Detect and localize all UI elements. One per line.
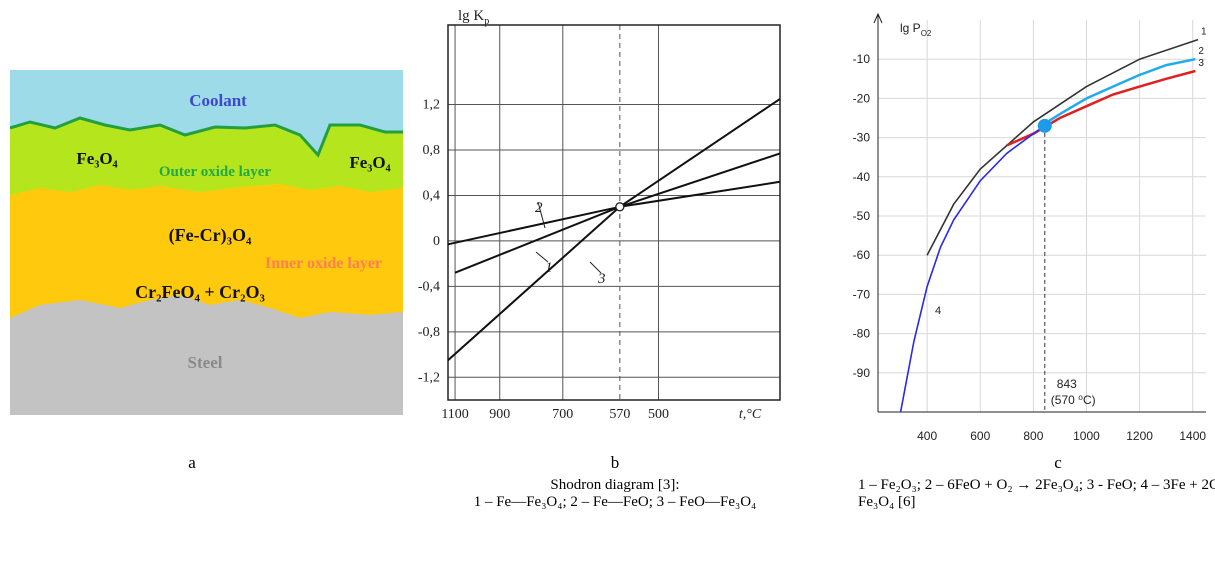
- y-axis-arrow: [873, 12, 883, 24]
- series-label: 1: [545, 260, 553, 276]
- x-tick-label: 600: [970, 429, 990, 443]
- panel-letter: b: [611, 453, 620, 472]
- x-tick-label: 1400: [1179, 429, 1206, 443]
- x-tick-label: 1100: [441, 407, 468, 422]
- diagram-label: Fe₃O₄: [349, 153, 390, 172]
- y-label-main: lg K: [458, 8, 484, 24]
- layer-diagram: Coolant Fe₃O₄ Outer oxide layer Fe₃O₄ (F…: [10, 70, 403, 415]
- y-tick-label: -20: [853, 91, 871, 105]
- series-label: 2: [535, 200, 543, 216]
- label-leader: [589, 261, 602, 274]
- y-tick-label: -10: [853, 52, 871, 66]
- y-axis-label: lg Kp: [458, 8, 489, 27]
- series-label: 2: [1198, 46, 1204, 57]
- caption-title: Shodron diagram [3]:: [550, 477, 680, 493]
- y-label-sub: O2: [921, 29, 932, 38]
- x-tick-label: 570: [609, 407, 630, 422]
- y-axis-label: lg PO2: [900, 21, 932, 38]
- diagram-label: Fe₃O₄: [76, 149, 117, 168]
- y-label-sub: p: [484, 16, 489, 27]
- x-tick-label: 700: [552, 407, 573, 422]
- chart: -90 -80 -70 -60 -50 -40 -30 -20 -10 400 600 800 1000…: [853, 12, 1207, 443]
- x-tick-label: 900: [489, 407, 510, 422]
- steel-layer: [10, 295, 403, 415]
- y-tick-label: -70: [853, 287, 871, 301]
- x-tick-label: 800: [1023, 429, 1043, 443]
- y-tick-label: -1,2: [418, 370, 440, 385]
- series-label: 1: [1201, 27, 1207, 38]
- series-label: 3: [1198, 58, 1204, 69]
- y-tick-label: -50: [853, 209, 871, 223]
- y-tick-label: -90: [853, 366, 871, 380]
- y-tick-label: 1,2: [423, 98, 441, 113]
- panel-letter: c: [1054, 453, 1062, 472]
- x-tick-label: 1200: [1126, 429, 1153, 443]
- y-tick-label: -60: [853, 248, 871, 262]
- series-label: 3: [597, 271, 606, 287]
- x-tick-label: 1000: [1073, 429, 1100, 443]
- point: [1037, 118, 1052, 133]
- y-tick-label: -40: [853, 170, 871, 184]
- diagram-label: Coolant: [189, 91, 247, 110]
- oxide-boundary: [10, 116, 403, 158]
- diagram-label: Steel: [188, 353, 223, 372]
- diagram-label: Outer oxide layer: [159, 164, 272, 180]
- annotation: (570 ⁰C): [1051, 393, 1096, 407]
- series-label: 4: [935, 305, 941, 317]
- caption-c: 1 – Fe₂O₃; 2 – 6FeO + O₂ → 2Fe₃O₄; 3 - F…: [858, 477, 1215, 511]
- intersection-marker: [615, 202, 625, 212]
- y-tick-label: 0,8: [423, 143, 441, 158]
- series-line: [926, 38, 1199, 256]
- x-tick-label: 500: [648, 407, 669, 422]
- y-tick-label: -0,8: [418, 325, 440, 340]
- caption-text: 1 – Fe—Fe₃O₄; 2 – Fe—FeO; 3 – FeO—Fe₃O₄: [473, 494, 757, 510]
- y-label-main: lg P: [900, 21, 921, 35]
- label-leader: [535, 251, 549, 263]
- series-line: [899, 125, 1046, 413]
- diagram-label: Cr₂FeO₄ + Cr₂O₃: [135, 282, 265, 302]
- diagram-label: (Fe-Cr)₃O₄: [169, 225, 252, 246]
- y-tick-label: -0,4: [418, 279, 440, 294]
- series-line: [1040, 57, 1196, 127]
- y-tick-label: 0: [433, 234, 440, 249]
- series-line: [447, 98, 781, 361]
- annotation: 843: [1057, 377, 1077, 391]
- y-tick-label: -30: [853, 131, 871, 145]
- x-tick-label: 400: [917, 429, 937, 443]
- series-line: [454, 152, 781, 274]
- caption-text: 1 – Fe₂O₃; 2 – 6FeO + O₂ → 2Fe₃O₄; 3 - F…: [858, 477, 1215, 510]
- chart: -1,2 -0,8 -0,4 0 0,4 0,8 1,2 1100 900 700 570 500 lg…: [418, 8, 781, 422]
- x-axis-label: t,°C: [739, 407, 762, 422]
- series-line: [1006, 69, 1196, 147]
- y-tick-label: 0,4: [423, 188, 441, 203]
- y-tick-label: -80: [853, 327, 871, 341]
- caption-b: Shodron diagram [3]: 1 – Fe—Fe₃O₄; 2 – F…: [445, 477, 785, 511]
- diagram-label: Inner oxide layer: [265, 255, 382, 272]
- panel-letter: a: [188, 453, 196, 472]
- label-leader: [537, 201, 546, 229]
- plot-frame: [447, 24, 781, 401]
